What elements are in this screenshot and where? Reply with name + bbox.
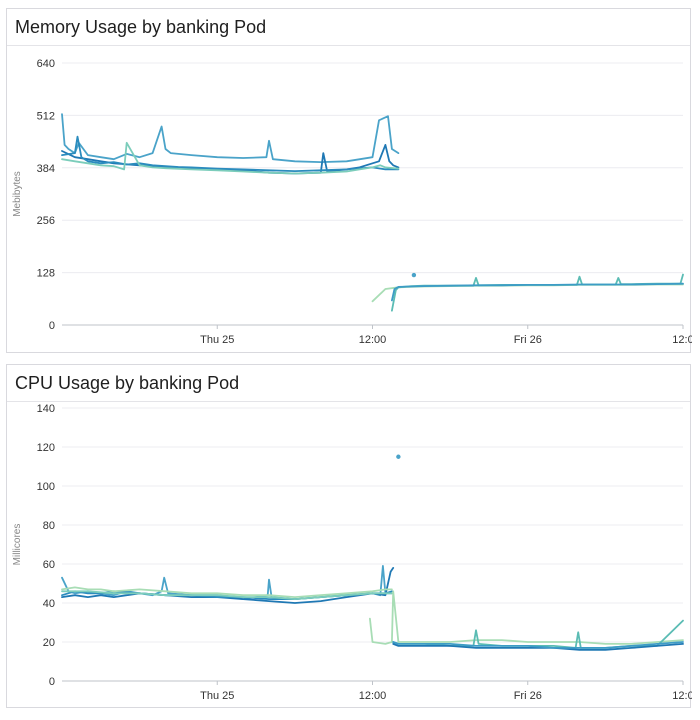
y-tick-label: 384 [37,163,55,175]
memory-panel: Memory Usage by banking Pod 0 128 256 384 51… [6,8,692,353]
memory-chart: 0 128 256 384 512 640 Thu 25 12:00 Fri 26 12:0 Meb… [12,58,692,346]
x-tick-label: 12:0 [672,334,692,346]
series-line-5 [61,590,393,601]
series-line-6 [390,273,684,312]
y-tick-label: 128 [37,268,55,280]
y-tick-label: 120 [37,442,55,454]
data-point [411,272,417,278]
series-line-1 [61,113,400,164]
x-tick-label: Thu 25 [200,334,234,346]
y-tick-label: 40 [43,598,55,610]
memory-panel-title: Memory Usage by banking Pod [7,9,690,46]
series-line-4 [61,586,393,599]
x-tick-label: Fri 26 [514,690,542,702]
series-group [61,113,684,312]
series-line-9 [392,641,684,649]
y-tick-label: 140 [37,403,55,415]
y-tick-label: 256 [37,215,55,227]
series-group [61,454,684,651]
series-line-7 [390,282,684,302]
y-tick-label: 0 [49,676,55,688]
x-tick-label: 12:00 [359,334,387,346]
y-tick-label: 20 [43,637,55,649]
y-tick-label: 100 [37,481,55,493]
x-tick-label: Fri 26 [514,334,542,346]
x-tick-label: 12:0 [672,690,692,702]
cpu-chart: 0 20 40 60 80 100 120 140 Thu 25 12:00 Fri 26 12:0 M… [12,403,692,702]
cpu-panel-title: CPU Usage by banking Pod [7,365,690,402]
y-tick-label: 60 [43,559,55,571]
y-tick-label: 640 [37,58,55,70]
data-point [396,454,401,459]
y-tick-label: 512 [37,110,55,122]
x-tick-label: Thu 25 [200,690,234,702]
x-tick-label: 12:00 [359,690,387,702]
series-line-8 [392,642,684,651]
y-axis-label: Mebibytes [12,171,23,217]
y-tick-label: 0 [49,320,55,332]
y-axis-label: Millicores [12,524,23,566]
series-line-4 [61,141,400,175]
series-line-6 [368,590,684,645]
y-tick-label: 80 [43,520,55,532]
cpu-panel: CPU Usage by banking Pod 0 20 40 60 80 100 120… [6,364,692,708]
series-line-3 [61,135,400,173]
gridlines [62,407,683,643]
